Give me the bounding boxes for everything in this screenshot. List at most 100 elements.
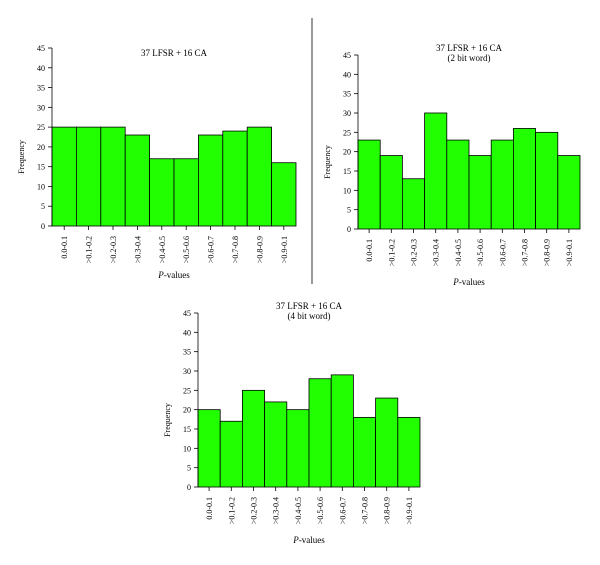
y-tick-label: 10 [343,186,351,195]
bar [490,139,514,230]
x-tick-label: >0.3-0.4 [432,239,441,266]
x-tick-label: >0.4-0.5 [294,497,303,524]
bar [149,158,175,227]
bar [246,126,272,227]
x-tick-label: >0.3-0.4 [133,236,142,263]
y-tick-label: 25 [343,128,351,137]
x-axis-label-italic: P [157,270,164,280]
bar [286,409,310,488]
bar [513,128,537,230]
y-tick-label: 15 [37,163,45,172]
chart-title: (2 bit word) [448,53,491,63]
x-tick-label: >0.5-0.6 [182,236,191,263]
x-tick-label: >0.8-0.9 [255,236,264,263]
y-tick-label: 25 [37,123,45,132]
x-axis-label: P-values [452,277,485,287]
y-tick-label: 0 [41,222,45,231]
x-axis-label-italic: P [292,535,299,545]
chart-title: 37 LFSR + 16 CA [276,301,343,311]
y-tick-label: 5 [41,202,45,211]
x-tick-label: >0.7-0.8 [521,239,530,266]
histogram-chart-2: 37 LFSR + 16 CA(2 bit word) 0 5 10 15 20 25 30 3… [323,43,581,287]
y-tick-label: 45 [37,44,45,53]
x-axis-label-rest: -values [299,535,325,545]
bar [446,139,470,230]
x-tick-label: 0.0-0.1 [60,236,69,259]
histogram-chart-1: 37 LFSR + 16 CA 0 5 10 15 20 25 30 35 40 45 0.0-0.1… [17,44,297,280]
x-tick-label: >0.7-0.8 [231,236,240,263]
y-axis-label: Frequency [323,145,332,179]
x-tick-label: >0.5-0.6 [476,239,485,266]
x-tick-label: >0.2-0.3 [410,239,419,266]
bar [397,416,421,488]
x-tick-label: >0.4-0.5 [158,236,167,263]
y-tick-label: 40 [183,328,191,337]
bar [76,126,102,227]
y-tick-label: 0 [187,483,191,492]
bar [197,134,224,227]
chart-title: 37 LFSR + 16 CA [436,43,503,53]
bar [100,126,126,227]
y-tick-label: 10 [37,182,45,191]
x-tick-label: >0.2-0.3 [250,497,259,524]
x-axis-label: P-values [292,535,325,545]
y-axis-label: Frequency [163,403,172,437]
y-tick-label: 35 [343,90,351,99]
bar [51,126,77,227]
x-axis-label-rest: -values [459,277,485,287]
y-tick-label: 30 [37,103,45,112]
bar [219,420,243,488]
x-axis-label: P-values [157,270,190,280]
bar [557,155,581,230]
y-axis-label: Frequency [17,140,26,174]
x-tick-label: >0.4-0.5 [454,239,463,266]
bar [401,178,425,230]
y-tick-label: 20 [37,143,45,152]
y-tick-label: 15 [343,167,351,176]
x-axis-label-italic: P [452,277,459,287]
x-tick-label: >0.9-0.1 [565,239,574,266]
chart-title: 37 LFSR + 16 CA [141,48,208,58]
y-tick-label: 5 [347,206,351,215]
bar [352,416,376,488]
bar [222,130,248,227]
histogram-chart-3: 37 LFSR + 16 CA(4 bit word) 0 5 10 15 20 25 30 3… [163,301,421,545]
bar [330,374,354,488]
bar [379,155,403,230]
y-tick-label: 20 [343,148,351,157]
y-tick-label: 20 [183,406,191,415]
y-tick-label: 40 [343,70,351,79]
x-tick-label: >0.3-0.4 [272,497,281,524]
y-tick-label: 10 [183,444,191,453]
y-tick-label: 45 [343,51,351,60]
x-tick-label: >0.1-0.2 [227,497,236,524]
x-axis-label-rest: -values [164,270,190,280]
x-tick-label: 0.0-0.1 [365,239,374,262]
chart-title: (4 bit word) [288,311,331,321]
x-tick-label: >0.9-0.1 [405,497,414,524]
bar [375,397,399,488]
x-tick-label: 0.0-0.1 [205,497,214,520]
x-tick-label: >0.2-0.3 [109,236,118,263]
bar [468,155,492,230]
x-tick-label: >0.8-0.9 [383,497,392,524]
bar [124,134,150,227]
bar [264,401,288,488]
bar [308,378,332,488]
bar [357,139,381,230]
bar [173,158,199,227]
y-tick-label: 30 [343,109,351,118]
bar [424,112,448,230]
x-tick-label: >0.1-0.2 [387,239,396,266]
y-tick-label: 35 [37,84,45,93]
x-tick-label: >0.9-0.1 [280,236,289,263]
y-tick-label: 40 [37,64,45,73]
y-tick-label: 30 [183,367,191,376]
x-tick-label: >0.1-0.2 [85,236,94,263]
x-tick-label: >0.5-0.6 [316,497,325,524]
y-tick-label: 35 [183,348,191,357]
x-tick-label: >0.7-0.8 [361,497,370,524]
y-tick-label: 15 [183,425,191,434]
bar [197,409,221,488]
